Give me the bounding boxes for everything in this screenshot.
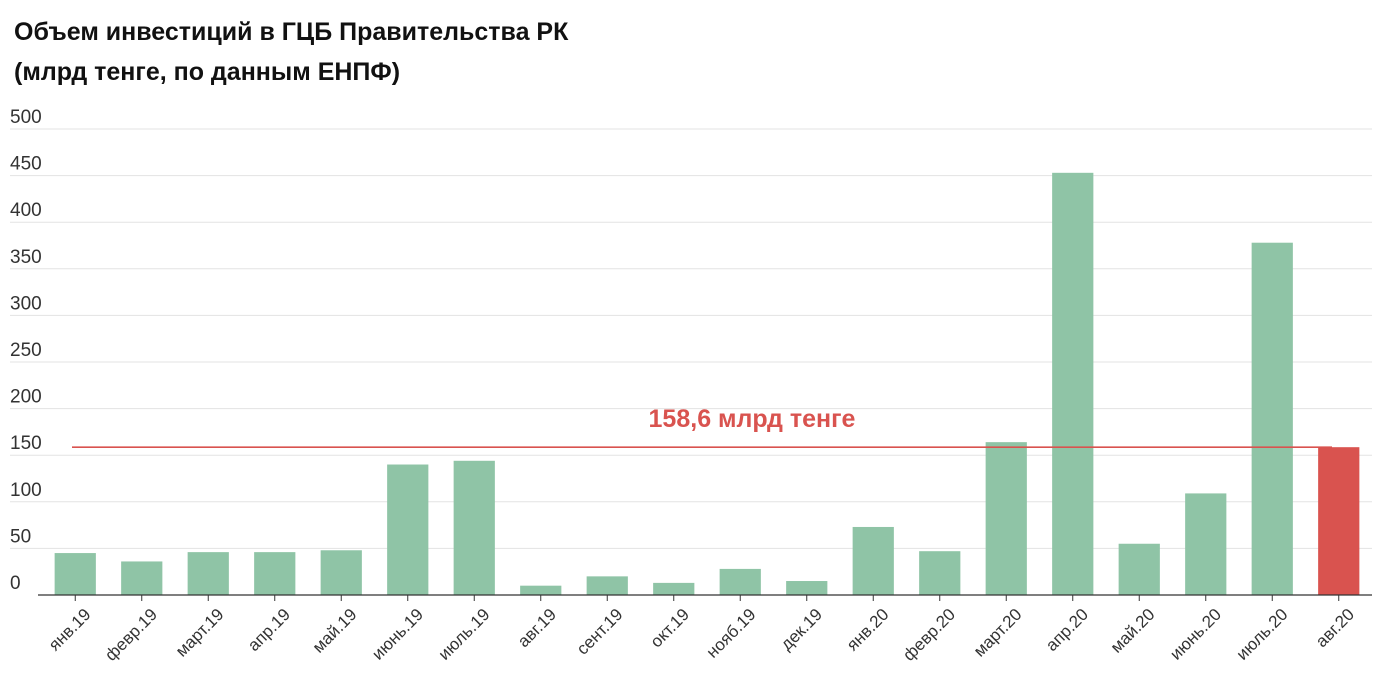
grid-lines <box>10 128 1372 549</box>
bar <box>653 582 695 595</box>
bar <box>1318 447 1360 595</box>
x-tick-label: дек.19 <box>777 605 826 654</box>
bar <box>919 551 961 595</box>
bar <box>1118 543 1160 595</box>
bar <box>520 585 562 595</box>
x-tick-label: февр.19 <box>101 605 161 665</box>
bar <box>54 553 96 595</box>
x-tick-label: окт.19 <box>647 605 693 651</box>
y-tick-label: 350 <box>10 247 42 268</box>
y-tick-label: 300 <box>10 293 42 314</box>
y-axis-ticks: 0 50 100 150 200 250 300 350 400 450 500 <box>10 107 42 594</box>
x-tick-label: апр.20 <box>1042 605 1092 655</box>
x-tick-label: март.19 <box>172 605 228 661</box>
bar <box>719 568 761 595</box>
y-tick-label: 100 <box>10 480 42 501</box>
x-tick-label: апр.19 <box>244 605 294 655</box>
bar <box>387 464 429 595</box>
y-tick-label: 450 <box>10 154 42 175</box>
bar <box>187 552 229 595</box>
x-tick-label: февр.20 <box>899 605 959 665</box>
x-tick-label: май.20 <box>1107 605 1159 657</box>
reference-line-group: 158,6 млрд тенге <box>72 405 1332 448</box>
chart-title: Объем инвестиций в ГЦБ Правительства РК <box>14 18 569 46</box>
x-tick-label: янв.20 <box>843 605 893 655</box>
x-tick-label: июль.19 <box>435 605 494 664</box>
y-tick-label: 200 <box>10 387 42 408</box>
bar <box>586 576 628 595</box>
bar <box>121 561 163 595</box>
y-tick-label: 0 <box>10 573 21 594</box>
bar <box>786 581 828 595</box>
bar <box>1185 493 1227 595</box>
bar <box>320 550 362 595</box>
x-tick-label: сент.19 <box>573 605 627 659</box>
x-tick-label: авг.19 <box>514 605 560 651</box>
bar <box>1251 242 1293 596</box>
y-tick-label: 50 <box>10 526 31 547</box>
x-tick-label: нояб.19 <box>703 605 760 662</box>
chart-subtitle: (млрд тенге, по данным ЕНПФ) <box>14 58 401 86</box>
x-tick-label: авг.20 <box>1312 605 1358 651</box>
x-tick-label: июнь.19 <box>368 605 427 664</box>
bar <box>453 460 495 595</box>
x-axis-ticks: янв.19 февр.19 март.19 апр.19 май.19 июнь.19 и… <box>45 595 1358 665</box>
y-tick-label: 500 <box>10 107 42 128</box>
y-tick-label: 250 <box>10 340 42 361</box>
x-tick-label: май.19 <box>309 605 361 657</box>
chart-title-block: Объем инвестиций в ГЦБ Правительства РК … <box>14 12 568 92</box>
x-tick-label: март.20 <box>970 605 1026 661</box>
y-tick-label: 400 <box>10 200 42 221</box>
bar <box>852 526 894 595</box>
x-tick-label: июль.20 <box>1233 605 1292 664</box>
x-tick-label: июнь.20 <box>1166 605 1225 664</box>
x-tick-label: янв.19 <box>45 605 95 655</box>
reference-line-label: 158,6 млрд тенге <box>649 405 856 433</box>
bar <box>985 442 1027 595</box>
bar <box>254 552 296 595</box>
y-tick-label: 150 <box>10 433 42 454</box>
bars <box>54 172 1360 596</box>
bar <box>1052 172 1094 595</box>
